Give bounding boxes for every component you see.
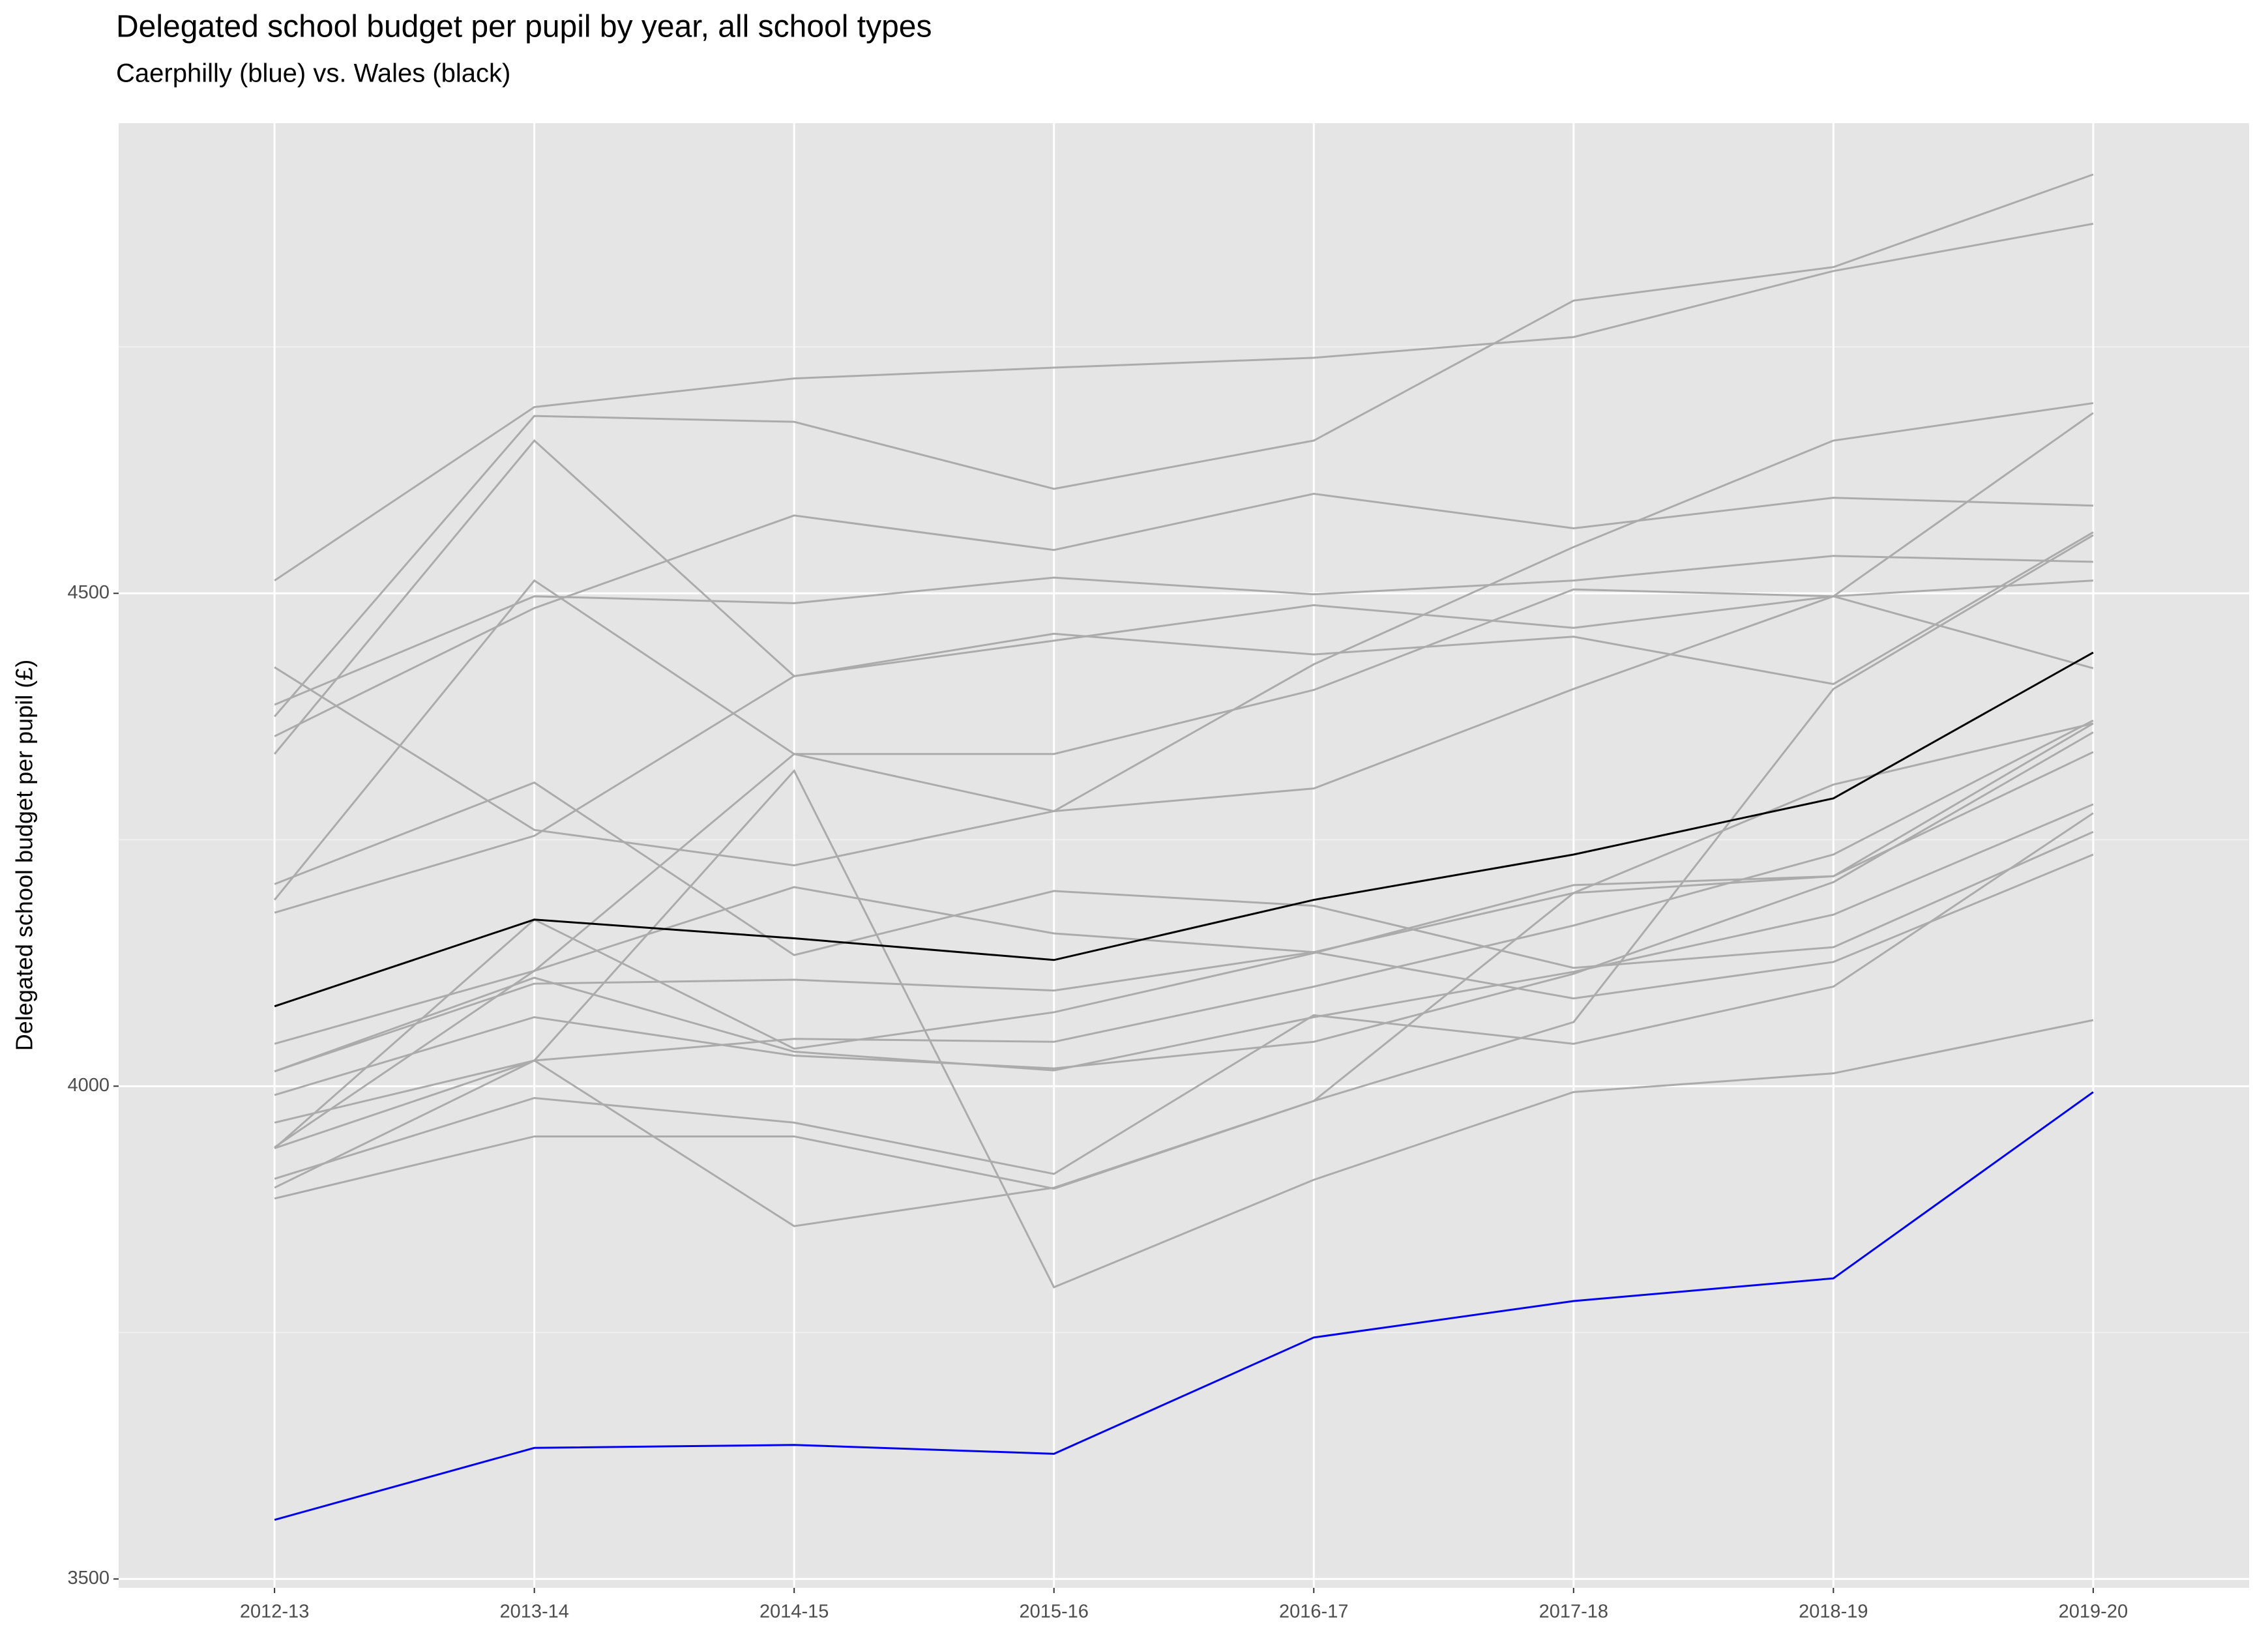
series-line [274,751,2094,1073]
series-line [274,595,2094,867]
x-tick-label: 2014-15 [759,1602,829,1622]
chart-title: Delegated school budget per pupil by yea… [116,10,932,44]
series-line [274,722,2094,1200]
y-tick-label: 4000 [67,1075,110,1096]
y-tick-label: 4500 [67,582,110,603]
series-line [273,412,2094,901]
series-line [274,1091,2094,1521]
x-tick-label: 2015-16 [1020,1602,1089,1622]
series-line [274,579,2093,914]
x-tick-label: 2013-14 [499,1602,568,1622]
x-tick-label: 2017-18 [1539,1602,1608,1622]
series-line [273,439,2094,755]
series-line [274,812,2094,1180]
series-line [274,720,2094,1124]
series-line [274,731,2094,1096]
x-tick-label: 2012-13 [240,1602,309,1622]
series-line [274,769,2094,1289]
x-tick-label: 2018-19 [1799,1602,1868,1622]
series-line [274,651,2094,1008]
x-tick-label: 2019-20 [2059,1602,2128,1622]
y-axis-label: Delegated school budget per pupil (£) [11,660,38,1051]
y-tick-label: 3500 [67,1568,110,1589]
chart-subtitle: Caerphilly (blue) vs. Wales (black) [116,59,510,88]
series-line [274,555,2093,706]
series-line [274,493,2093,737]
series-line [274,402,2094,1149]
series-line [273,173,2094,718]
series-line [274,222,2094,581]
series-line [274,853,2094,1045]
plot-panel [119,123,2249,1588]
series-line [274,722,2094,1149]
series-line [274,803,2094,1073]
x-tick-label: 2016-17 [1279,1602,1348,1622]
series-line [274,781,2094,969]
